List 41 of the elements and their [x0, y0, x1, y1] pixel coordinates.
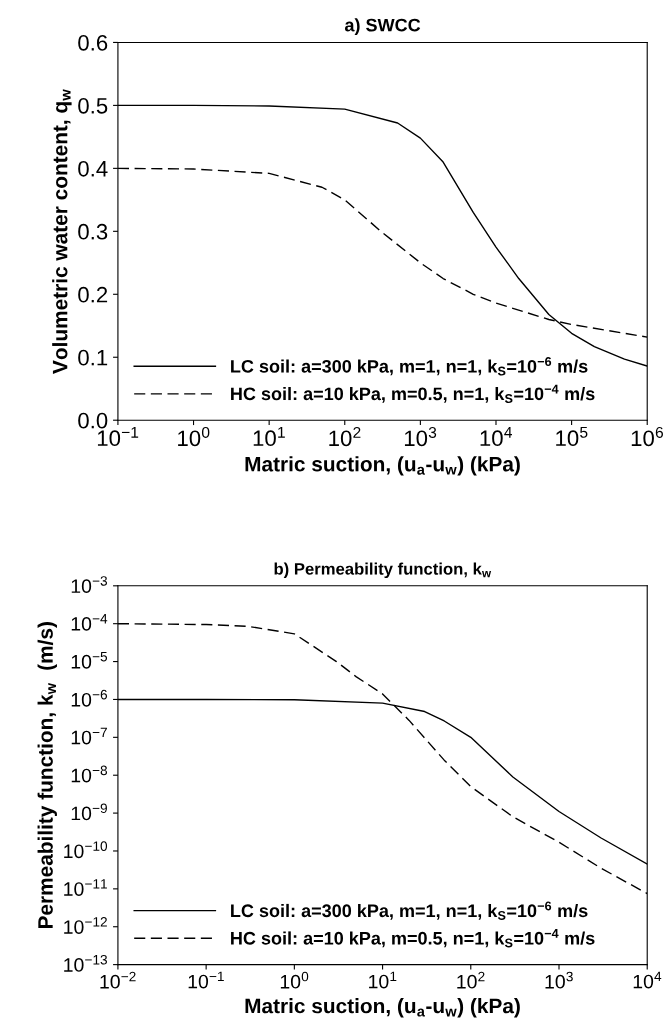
x-tick-label: 10$^{0}$ [178, 426, 210, 447]
y-tick-label: 10$^{−13}$ [64, 954, 107, 972]
y-axis-title: Permeability function, k$_{w}$ (m/s) [37, 622, 57, 929]
y-tick-label: 10$^{−12}$ [64, 917, 107, 934]
x-tick-label: 10$^{2}$ [457, 971, 485, 989]
legend-label: HC soil: a=10 kPa, m=0.5, n=1, k$_{S}$=10$^{−4}$ m/s [231, 384, 595, 404]
legend-label: HC soil: a=10 kPa, m=0.5, n=1, k$_{S}$=10$^{−4}$ m/s [231, 929, 595, 948]
y-tick-label: 0.1 [78, 349, 108, 366]
y-tick-label: 0.6 [78, 34, 108, 51]
y-tick-label: 10$^{−11}$ [64, 879, 107, 896]
y-axis-title: Volumetric water content, q$_{w}$ [52, 89, 72, 374]
y-tick-label: 0.2 [78, 286, 108, 303]
chart-title: b) Permeability function, k$_{w}$ [274, 562, 492, 579]
y-tick-label: 10$^{−4}$ [71, 614, 108, 631]
x-axis-title: Matric suction, (u$_{a}$-u$_{w}$) (kPa) [245, 998, 520, 1018]
x-tick-label: 10$^{3}$ [404, 426, 437, 447]
y-tick-label: 10$^{−8}$ [71, 765, 108, 783]
x-tick-label: 10$^{2}$ [329, 426, 361, 447]
legend-label: LC soil: a=300 kPa, m=1, n=1, k$_{S}$=10$^{−6}$ m/s [231, 901, 588, 920]
y-tick-label: 10$^{−6}$ [71, 689, 108, 707]
chart-title: a) SWCC [344, 18, 421, 36]
y-tick-label: 10$^{−9}$ [71, 803, 107, 821]
x-tick-label: 10$^{4}$ [633, 971, 662, 989]
x-tick-label: 10$^{−1}$ [188, 971, 224, 989]
x-tick-label: 10$^{0}$ [280, 971, 309, 989]
x-tick-label: 10$^{4}$ [480, 426, 512, 447]
x-tick-label: 10$^{−2}$ [100, 971, 136, 989]
x-tick-label: 10$^{5}$ [556, 426, 588, 447]
y-tick-label: 10$^{−3}$ [71, 576, 108, 594]
x-tick-label: 10$^{1}$ [253, 426, 285, 447]
y-tick-label: 10$^{−10}$ [64, 841, 108, 859]
y-tick-label: 10$^{−7}$ [71, 727, 107, 745]
x-tick-label: 10$^{1}$ [369, 971, 397, 989]
y-tick-label: 0.3 [78, 223, 108, 240]
y-tick-label: 0.4 [78, 160, 108, 177]
legend-label: LC soil: a=300 kPa, m=1, n=1, k$_{S}$=10$^{−6}$ m/s [231, 357, 588, 376]
y-tick-label: 0.5 [78, 97, 108, 114]
x-tick-label: 10$^{3}$ [545, 971, 573, 989]
y-tick-label: 10$^{−5}$ [71, 651, 108, 669]
x-tick-label: 10$^{6}$ [631, 426, 663, 447]
x-axis-title: Matric suction, (u$_{a}$-u$_{w}$) (kPa) [245, 456, 520, 476]
